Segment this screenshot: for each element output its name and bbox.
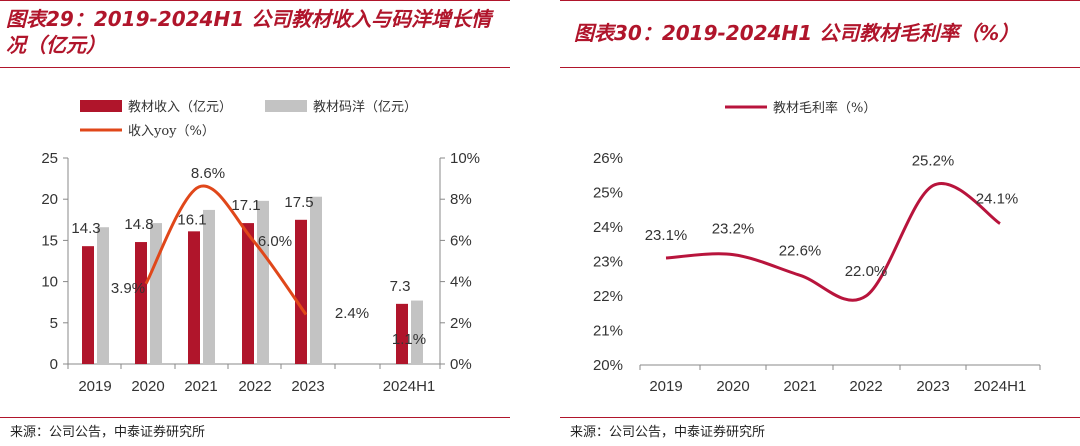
legend-label-margin: 教材毛利率（%） bbox=[773, 100, 876, 116]
data-label-revenue: 17.1 bbox=[231, 197, 260, 214]
data-label-margin: 22.0% bbox=[845, 263, 888, 280]
top-rule bbox=[0, 0, 510, 1]
legend-swatch-code bbox=[265, 100, 307, 112]
title-rule bbox=[0, 67, 510, 68]
y-tick-label: 23% bbox=[593, 254, 623, 271]
bar-code bbox=[97, 227, 109, 364]
left-chart-title: 图表29：2019-2024H1 公司教材收入与码洋增长情况（亿元） bbox=[6, 7, 492, 57]
legend-swatch-revenue bbox=[80, 100, 122, 112]
data-label-margin: 22.6% bbox=[779, 242, 822, 259]
x-tick-label: 2021 bbox=[783, 378, 816, 395]
x-tick-label: 2024H1 bbox=[974, 378, 1027, 395]
data-label-yoy: 1.1% bbox=[392, 331, 426, 348]
bar-revenue bbox=[396, 303, 408, 364]
x-tick-label: 2020 bbox=[716, 378, 749, 395]
data-label-yoy: 2.4% bbox=[335, 305, 369, 322]
bar-code bbox=[257, 200, 269, 364]
y-left-tick-label: 15 bbox=[41, 232, 58, 249]
y-right-tick-label: 2% bbox=[450, 315, 472, 332]
y-right-tick-label: 8% bbox=[450, 191, 472, 208]
bottom-rule bbox=[560, 417, 1080, 418]
y-left-tick-label: 10 bbox=[41, 274, 58, 291]
data-label-margin: 25.2% bbox=[912, 153, 955, 170]
margin-chart: 教材毛利率（%） 20% 21% 22% 23% 24% 25% 26% 2019 2020 202… bbox=[593, 100, 1041, 395]
bar-revenue bbox=[295, 219, 307, 364]
data-label-revenue: 14.3 bbox=[71, 220, 100, 237]
y-left-tick-label: 5 bbox=[50, 315, 58, 332]
right-chart-title: 图表30：2019-2024H1 公司教材毛利率（%） bbox=[574, 21, 1020, 45]
bar-code bbox=[411, 300, 423, 364]
y-tick-label: 22% bbox=[593, 288, 623, 305]
y-tick-label: 24% bbox=[593, 219, 623, 236]
y-right-tick-label: 0% bbox=[450, 356, 472, 373]
bottom-rule bbox=[0, 417, 510, 418]
y-tick-label: 20% bbox=[593, 357, 623, 374]
x-tick-label: 2023 bbox=[291, 378, 324, 395]
x-tick-label: 2022 bbox=[849, 378, 882, 395]
x-tick-label: 2021 bbox=[184, 378, 217, 395]
x-tick-label: 2019 bbox=[78, 378, 111, 395]
x-tick-label: 2019 bbox=[649, 378, 682, 395]
x-tick-label: 2020 bbox=[131, 378, 164, 395]
yoy-line bbox=[144, 184, 308, 316]
right-source-note: 来源：公司公告，中泰证券研究所 bbox=[570, 425, 766, 440]
data-label-revenue: 7.3 bbox=[390, 278, 411, 295]
data-label-yoy: 8.6% bbox=[191, 165, 225, 182]
data-label-revenue: 17.5 bbox=[284, 194, 313, 211]
data-label-revenue: 14.8 bbox=[124, 216, 153, 233]
data-label-revenue: 16.1 bbox=[177, 211, 206, 228]
data-label-yoy: 6.0% bbox=[258, 233, 292, 250]
legend-label-code: 教材码洋（亿元） bbox=[313, 99, 417, 115]
legend-label-yoy: 收入yoy（%） bbox=[128, 124, 215, 139]
right-chart-panel: 图表30：2019-2024H1 公司教材毛利率（%） 教材毛利率（%） 20% 2… bbox=[560, 0, 1080, 446]
y-tick-label: 26% bbox=[593, 150, 623, 167]
title-rule bbox=[560, 67, 1080, 68]
legend-label-revenue: 教材收入（亿元） bbox=[128, 99, 232, 115]
y-left-tick-label: 0 bbox=[50, 356, 58, 373]
left-chart-panel: 图表29：2019-2024H1 公司教材收入与码洋增长情况（亿元） 教材收入（… bbox=[0, 0, 510, 446]
bar-code bbox=[150, 223, 162, 364]
y-tick-label: 21% bbox=[593, 323, 623, 340]
y-tick-label: 25% bbox=[593, 185, 623, 202]
y-left-tick-label: 20 bbox=[41, 191, 58, 208]
chart-legend: 教材毛利率（%） bbox=[725, 100, 876, 116]
top-rule bbox=[560, 0, 1080, 1]
x-tick-label: 2022 bbox=[238, 378, 271, 395]
bar-revenue bbox=[242, 223, 254, 364]
y-left-tick-label: 25 bbox=[41, 150, 58, 167]
data-label-margin: 23.1% bbox=[645, 227, 688, 244]
bar-revenue bbox=[82, 246, 94, 364]
data-label-margin: 24.1% bbox=[976, 191, 1019, 208]
bar-revenue bbox=[188, 231, 200, 364]
bar-code bbox=[310, 196, 322, 364]
data-label-margin: 23.2% bbox=[712, 221, 755, 238]
bar-code bbox=[203, 209, 215, 364]
y-right-tick-label: 4% bbox=[450, 274, 472, 291]
data-label-yoy: 3.9% bbox=[111, 280, 145, 297]
margin-line bbox=[665, 182, 1001, 302]
y-right-tick-label: 6% bbox=[450, 232, 472, 249]
revenue-chart: 教材收入（亿元） 教材码洋（亿元） 收入yoy（%） 0 5 10 15 20 25 0% 2% 4%… bbox=[41, 99, 480, 395]
x-tick-label: 2024H1 bbox=[383, 378, 436, 395]
chart-legend: 教材收入（亿元） 教材码洋（亿元） 收入yoy（%） bbox=[80, 99, 417, 139]
x-tick-label: 2023 bbox=[916, 378, 949, 395]
bar-revenue bbox=[135, 242, 147, 364]
left-source-note: 来源：公司公告，中泰证券研究所 bbox=[10, 425, 206, 440]
y-right-tick-label: 10% bbox=[450, 150, 480, 167]
